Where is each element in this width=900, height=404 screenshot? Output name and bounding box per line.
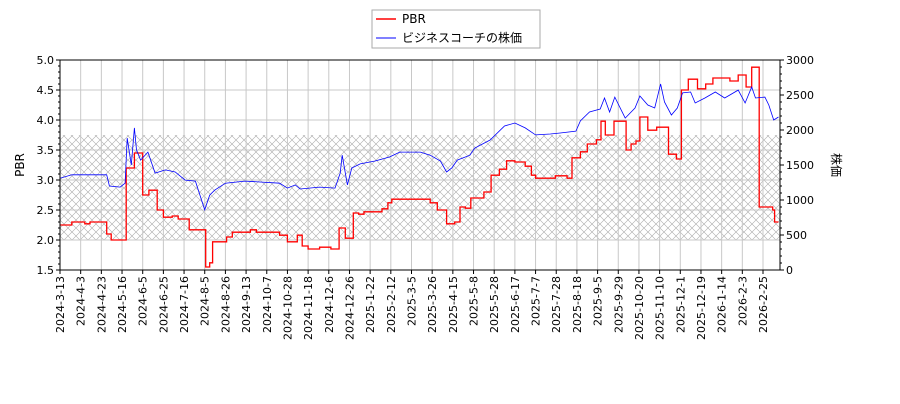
series-lines bbox=[60, 66, 779, 268]
x-tick-label: 2024-3-13 bbox=[54, 276, 67, 333]
x-tick-label: 2025-3-26 bbox=[426, 276, 439, 333]
y-left-tick-label: 3.0 bbox=[37, 174, 55, 187]
x-tick-label: 2025-9-5 bbox=[592, 276, 605, 326]
y-left-tick-label: 1.5 bbox=[37, 264, 55, 277]
pbr-range-band bbox=[60, 135, 780, 240]
x-tick-label: 2025-9-29 bbox=[612, 276, 625, 333]
x-tick-label: 2024-9-13 bbox=[240, 276, 253, 333]
x-tick-label: 2024-12-6 bbox=[323, 276, 336, 333]
x-tick-label: 2026-2-25 bbox=[757, 276, 770, 333]
x-tick-label: 2025-12-19 bbox=[695, 276, 708, 340]
y-right-tick-label: 3000 bbox=[786, 54, 814, 67]
y-left-tick-label: 2.5 bbox=[37, 204, 55, 217]
y-left-tick-label: 4.5 bbox=[37, 84, 55, 97]
y-axis-left-label: PBR bbox=[13, 153, 27, 177]
x-tick-label: 2025-10-20 bbox=[633, 276, 646, 340]
x-tick-label: 2025-2-12 bbox=[385, 276, 398, 333]
axes: 1.5 2.0 2.5 3.0 3.5 4.0 4.5 5.0 0 500 1000 1500 2000… bbox=[37, 54, 815, 340]
y-right-tick-label: 2500 bbox=[786, 89, 814, 102]
x-tick-label: 2024-6-25 bbox=[157, 276, 170, 333]
y-right-tick-label: 1500 bbox=[786, 159, 814, 172]
y-left-tick-label: 4.0 bbox=[37, 114, 55, 127]
x-tick-label: 2025-5-28 bbox=[488, 276, 501, 333]
legend-label-pbr: PBR bbox=[402, 12, 426, 26]
y-right-tick-label: 2000 bbox=[786, 124, 814, 137]
x-tick-label: 2025-11-10 bbox=[654, 276, 667, 340]
x-tick-label: 2025-12-1 bbox=[674, 276, 687, 333]
x-tick-label: 2025-4-15 bbox=[447, 276, 460, 333]
x-tick-label: 2025-7-7 bbox=[530, 276, 543, 326]
x-tick-label: 2025-7-28 bbox=[550, 276, 563, 333]
x-tick-label: 2024-4-23 bbox=[95, 276, 108, 333]
x-tick-label: 2024-11-18 bbox=[302, 276, 315, 340]
y-right-tick-label: 1000 bbox=[786, 194, 814, 207]
x-tick-label: 2025-5-8 bbox=[468, 276, 481, 326]
x-tick-label: 2026-1-14 bbox=[716, 276, 729, 333]
legend-label-price: ビジネスコーチの株価 bbox=[402, 30, 522, 45]
y-left-tick-label: 5.0 bbox=[37, 54, 55, 67]
y-right-tick-label: 0 bbox=[786, 264, 793, 277]
x-tick-label: 2026-2-3 bbox=[736, 276, 749, 326]
x-tick-label: 2024-10-28 bbox=[281, 276, 294, 340]
x-tick-label: 2024-10-7 bbox=[261, 276, 274, 333]
x-tick-label: 2024-8-5 bbox=[199, 276, 212, 326]
x-tick-label: 2024-6-5 bbox=[137, 276, 150, 326]
stock-price-line bbox=[60, 83, 779, 212]
y-left-tick-label: 2.0 bbox=[37, 234, 55, 247]
x-tick-label: 2025-6-17 bbox=[509, 276, 522, 333]
legend-box bbox=[371, 9, 541, 49]
y-right-tick-label: 500 bbox=[786, 229, 807, 242]
x-tick-label: 2024-7-16 bbox=[178, 276, 191, 333]
x-tick-label: 2024-5-16 bbox=[116, 276, 129, 333]
y-axis-right-label: 株価 bbox=[829, 153, 844, 177]
x-tick-label: 2025-3-5 bbox=[406, 276, 419, 326]
pbr-line bbox=[60, 66, 779, 268]
x-tick-label: 2024-12-26 bbox=[343, 276, 356, 340]
x-tick-label: 2025-1-22 bbox=[364, 276, 377, 333]
x-tick-label: 2024-4-3 bbox=[75, 276, 88, 326]
x-tick-label: 2024-8-26 bbox=[219, 276, 232, 333]
y-left-tick-label: 3.5 bbox=[37, 144, 55, 157]
x-tick-label: 2025-8-18 bbox=[571, 276, 584, 333]
legend: PBR ビジネスコーチの株価 bbox=[371, 9, 541, 49]
